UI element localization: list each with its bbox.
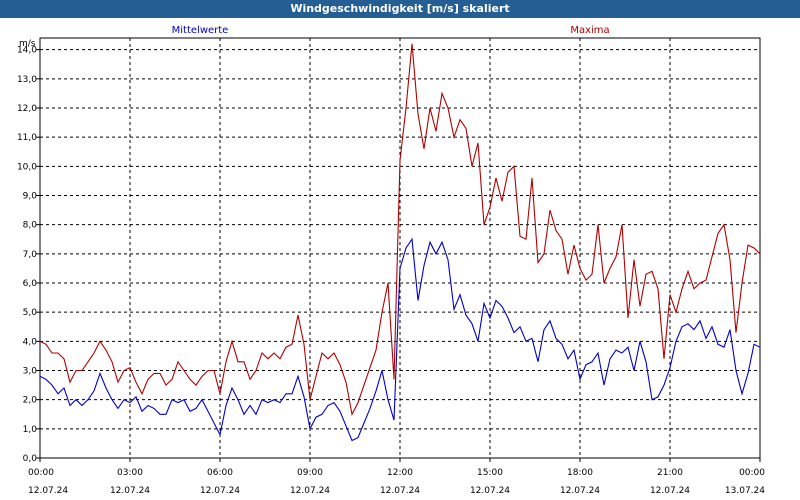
chart-title: Windgeschwindigkeit [m/s] skaliert xyxy=(0,0,800,18)
x-tick-time: 03:00 xyxy=(117,468,143,478)
x-tick-time: 18:00 xyxy=(567,468,593,478)
x-tick-date: 12.07.24 xyxy=(28,486,68,496)
y-tick-label: 3,0 xyxy=(23,367,38,377)
y-tick-label: 13,0 xyxy=(17,75,37,85)
x-tick-date: 12.07.24 xyxy=(560,486,600,496)
legend-max: Maxima xyxy=(570,25,610,36)
x-tick-date: 13.07.24 xyxy=(725,486,765,496)
y-tick-label: 12,0 xyxy=(17,104,37,114)
y-tick-label: 9,0 xyxy=(23,192,38,202)
x-tick-time: 12:00 xyxy=(387,468,413,478)
y-tick-label: 6,0 xyxy=(23,279,38,289)
y-tick-label: 0,0 xyxy=(23,454,38,464)
plot-frame xyxy=(39,37,761,459)
y-tick-label: 1,0 xyxy=(23,425,38,435)
x-tick-date: 12.07.24 xyxy=(290,486,330,496)
y-tick-label: 4,0 xyxy=(23,337,38,347)
x-tick-time: 06:00 xyxy=(207,468,233,478)
y-tick-label: 11,0 xyxy=(17,133,37,143)
x-tick-time: 15:00 xyxy=(477,468,503,478)
x-tick-time: 00:00 xyxy=(739,468,765,478)
y-tick-label: 7,0 xyxy=(23,250,38,260)
y-tick-label: 5,0 xyxy=(23,308,38,318)
y-axis-unit: m/s xyxy=(19,39,36,49)
x-tick-date: 12.07.24 xyxy=(650,486,690,496)
y-tick-label: 14,0 xyxy=(17,46,37,56)
y-tick-label: 2,0 xyxy=(23,396,38,406)
y-tick-label: 10,0 xyxy=(17,162,37,172)
legend-mean: Mittelwerte xyxy=(171,25,229,36)
x-tick-date: 12.07.24 xyxy=(110,486,150,496)
x-tick-date: 12.07.24 xyxy=(200,486,240,496)
series-line-max xyxy=(40,43,760,416)
x-tick-time: 21:00 xyxy=(657,468,683,478)
x-tick-date: 12.07.24 xyxy=(470,486,510,496)
x-tick-date: 12.07.24 xyxy=(380,486,420,496)
x-tick-time: 00:00 xyxy=(28,468,54,478)
x-tick-time: 09:00 xyxy=(297,468,323,478)
y-tick-label: 8,0 xyxy=(23,221,38,231)
series-line-mean xyxy=(40,237,760,442)
